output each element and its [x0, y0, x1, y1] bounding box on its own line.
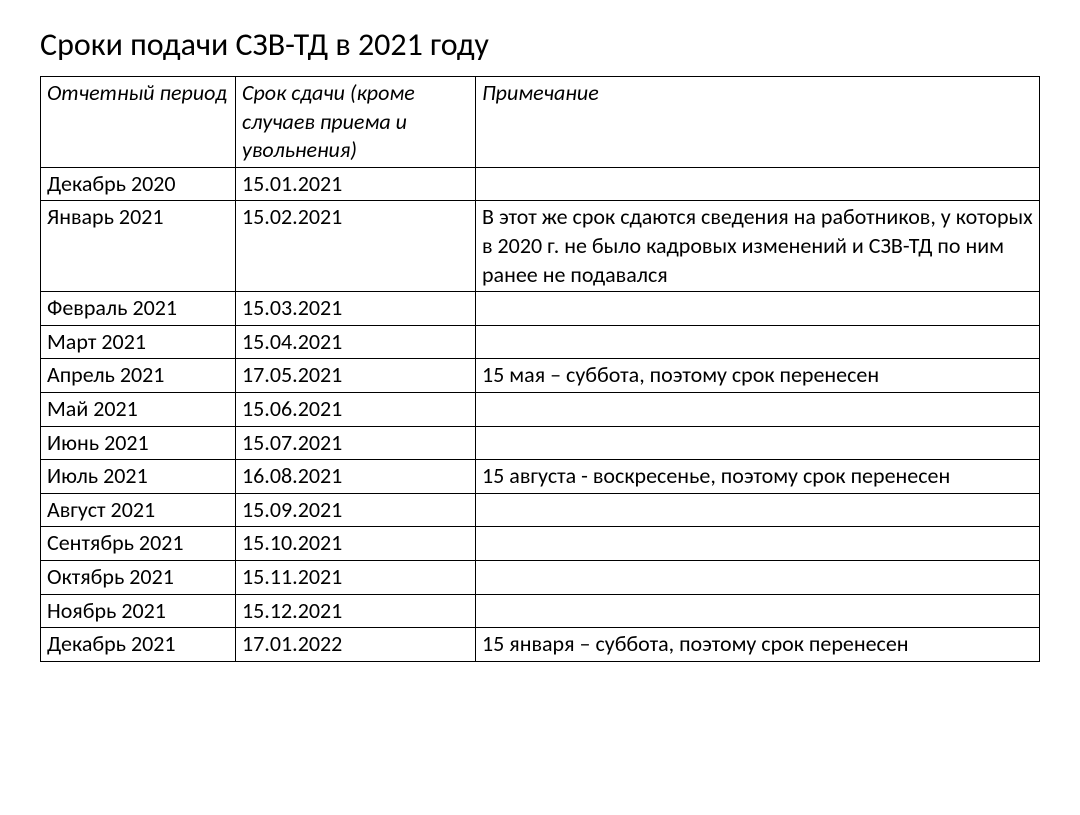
cell-period: Декабрь 2020	[41, 167, 236, 201]
cell-period: Октябрь 2021	[41, 560, 236, 594]
cell-period: Январь 2021	[41, 201, 236, 292]
table-header-row: Отчетный период Срок сдачи (кроме случае…	[41, 77, 1040, 168]
cell-deadline: 15.10.2021	[236, 527, 476, 561]
table-row: Ноябрь 2021 15.12.2021	[41, 594, 1040, 628]
cell-period: Март 2021	[41, 325, 236, 359]
table-row: Февраль 2021 15.03.2021	[41, 292, 1040, 326]
cell-deadline: 15.03.2021	[236, 292, 476, 326]
deadlines-table: Отчетный период Срок сдачи (кроме случае…	[40, 76, 1040, 662]
cell-deadline: 17.05.2021	[236, 359, 476, 393]
cell-note: В этот же срок сдаются сведения на работ…	[476, 201, 1040, 292]
table-body: Декабрь 2020 15.01.2021 Январь 2021 15.0…	[41, 167, 1040, 661]
cell-note: 15 мая – суббота, поэтому срок перенесен	[476, 359, 1040, 393]
cell-note	[476, 560, 1040, 594]
cell-note	[476, 493, 1040, 527]
page-title: Сроки подачи СЗВ-ТД в 2021 году	[40, 25, 1040, 64]
table-row: Апрель 2021 17.05.2021 15 мая – суббота,…	[41, 359, 1040, 393]
table-row: Март 2021 15.04.2021	[41, 325, 1040, 359]
cell-deadline: 15.12.2021	[236, 594, 476, 628]
table-row: Декабрь 2020 15.01.2021	[41, 167, 1040, 201]
cell-period: Сентябрь 2021	[41, 527, 236, 561]
cell-note	[476, 426, 1040, 460]
cell-period: Май 2021	[41, 392, 236, 426]
cell-note: 15 августа - воскресенье, поэтому срок п…	[476, 460, 1040, 494]
cell-period: Август 2021	[41, 493, 236, 527]
cell-deadline: 15.01.2021	[236, 167, 476, 201]
cell-period: Июнь 2021	[41, 426, 236, 460]
cell-note	[476, 325, 1040, 359]
cell-note	[476, 292, 1040, 326]
cell-note	[476, 167, 1040, 201]
table-row: Май 2021 15.06.2021	[41, 392, 1040, 426]
column-header-deadline: Срок сдачи (кроме случаев приема и уволь…	[236, 77, 476, 168]
cell-period: Апрель 2021	[41, 359, 236, 393]
cell-period: Ноябрь 2021	[41, 594, 236, 628]
cell-deadline: 15.02.2021	[236, 201, 476, 292]
cell-period: Июль 2021	[41, 460, 236, 494]
cell-note	[476, 527, 1040, 561]
table-row: Август 2021 15.09.2021	[41, 493, 1040, 527]
cell-deadline: 17.01.2022	[236, 628, 476, 662]
table-row: Июль 2021 16.08.2021 15 августа - воскре…	[41, 460, 1040, 494]
cell-deadline: 16.08.2021	[236, 460, 476, 494]
cell-deadline: 15.04.2021	[236, 325, 476, 359]
table-row: Декабрь 2021 17.01.2022 15 января – субб…	[41, 628, 1040, 662]
table-row: Сентябрь 2021 15.10.2021	[41, 527, 1040, 561]
column-header-period: Отчетный период	[41, 77, 236, 168]
table-row: Июнь 2021 15.07.2021	[41, 426, 1040, 460]
cell-note: 15 января – суббота, поэтому срок перене…	[476, 628, 1040, 662]
cell-deadline: 15.09.2021	[236, 493, 476, 527]
cell-note	[476, 392, 1040, 426]
table-row: Январь 2021 15.02.2021 В этот же срок сд…	[41, 201, 1040, 292]
column-header-note: Примечание	[476, 77, 1040, 168]
cell-deadline: 15.11.2021	[236, 560, 476, 594]
cell-deadline: 15.06.2021	[236, 392, 476, 426]
cell-note	[476, 594, 1040, 628]
table-row: Октябрь 2021 15.11.2021	[41, 560, 1040, 594]
cell-period: Декабрь 2021	[41, 628, 236, 662]
cell-deadline: 15.07.2021	[236, 426, 476, 460]
cell-period: Февраль 2021	[41, 292, 236, 326]
